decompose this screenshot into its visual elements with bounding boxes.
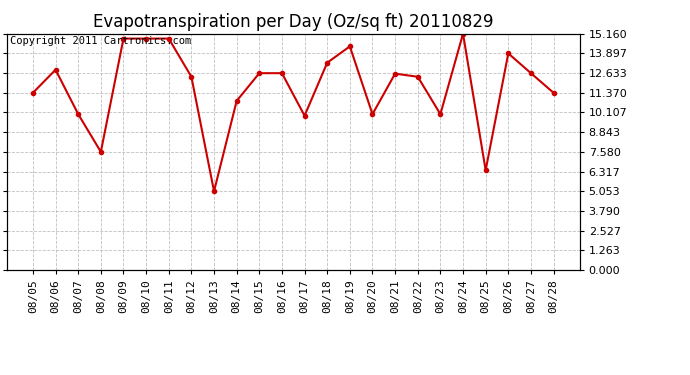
Text: Copyright 2011 Cartronics.com: Copyright 2011 Cartronics.com: [10, 36, 191, 46]
Title: Evapotranspiration per Day (Oz/sq ft) 20110829: Evapotranspiration per Day (Oz/sq ft) 20…: [93, 13, 493, 31]
